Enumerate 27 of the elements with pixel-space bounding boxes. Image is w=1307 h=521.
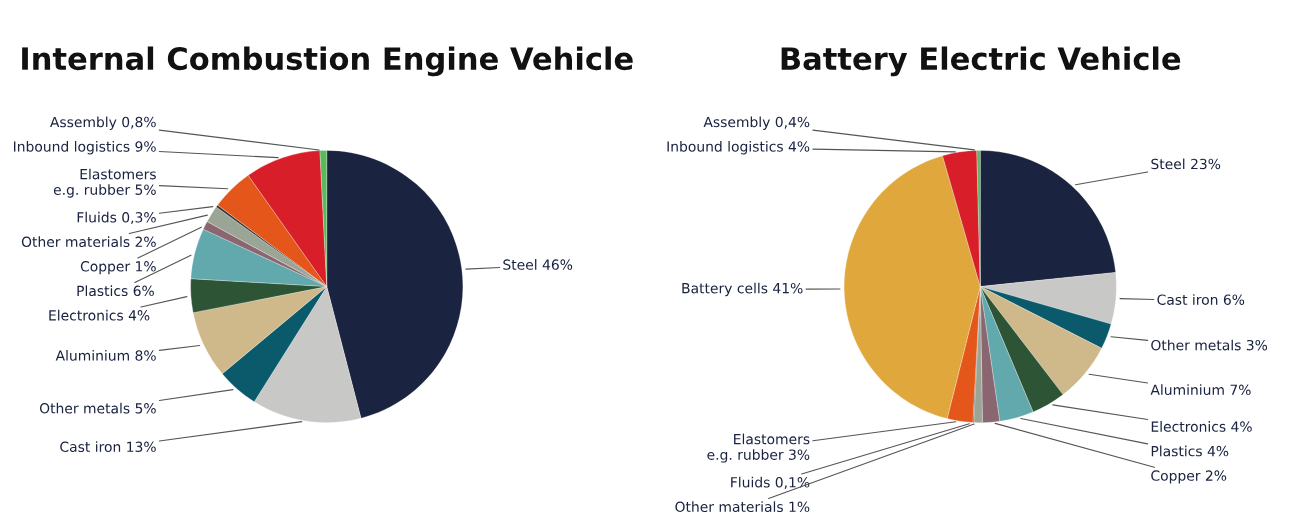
- slice-label: Battery cells 41%: [682, 282, 803, 297]
- slice-label: Other materials 2%: [21, 236, 156, 248]
- slice-label: Other metals 3%: [1151, 339, 1268, 351]
- slice-label: Electronics 4%: [1151, 421, 1252, 432]
- slice-label: Plastics 4%: [1151, 445, 1229, 457]
- chart-title: Battery Electric Vehicle: [781, 46, 1181, 77]
- slice-label: Electronics 4%: [49, 309, 150, 321]
- slice-label: Fluids 0,1%: [731, 476, 810, 489]
- slice-label: Assembly 0,4%: [703, 116, 810, 130]
- slice-label: Cast iron 6%: [1157, 294, 1245, 305]
- slice-label: Copper 1%: [80, 261, 156, 275]
- slice-label: Steel 46%: [503, 259, 573, 270]
- slice-label: Other materials 1%: [675, 501, 810, 513]
- slice-label: Plastics 6%: [77, 285, 154, 297]
- slice-label: Inbound logistics 9%: [13, 141, 156, 155]
- slice-label: Elastomers e.g. rubber 5%: [53, 168, 156, 198]
- slice-label: Inbound logistics 4%: [667, 140, 810, 155]
- slice-label: Aluminium 8%: [55, 350, 156, 361]
- slice-label: Assembly 0,8%: [50, 116, 156, 130]
- slice-label: Cast iron 13%: [60, 441, 156, 453]
- slice-label: Fluids 0,3%: [77, 211, 156, 224]
- slice-label: Steel 23%: [1151, 158, 1221, 170]
- chart-title: Internal Combustion Engine Vehicle: [22, 46, 633, 77]
- slice-label: Elastomers e.g. rubber 3%: [707, 433, 810, 463]
- slice-label: Other metals 5%: [39, 402, 156, 414]
- slice-label: Aluminium 7%: [1150, 384, 1251, 396]
- slice-label: Copper 2%: [1151, 470, 1227, 484]
